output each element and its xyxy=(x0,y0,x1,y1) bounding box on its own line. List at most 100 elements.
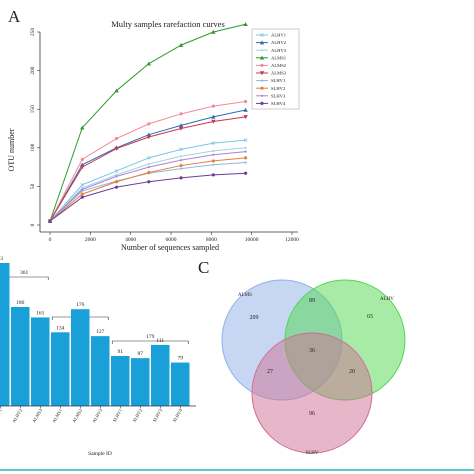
venn-diagram xyxy=(221,279,406,454)
bar-x-ticks: LHV1 ALHV2 ALMS3 ALMS1 ALMS2 ALHV3 SLHV1 SLHV2 S… xyxy=(0,406,183,424)
bar xyxy=(111,355,130,406)
line-point xyxy=(179,167,183,170)
line-point xyxy=(259,55,265,60)
line-point xyxy=(146,155,151,160)
legend-item: SLHV1 xyxy=(256,78,286,83)
legend-item: SLHV4 xyxy=(256,101,286,106)
y-tick-label: 250 xyxy=(30,28,36,37)
line-point xyxy=(260,79,264,82)
line-point xyxy=(114,169,119,173)
venn-count-all: 36 xyxy=(309,348,315,354)
legend-label: SLHV2 xyxy=(271,86,286,91)
group-bracket xyxy=(111,340,189,344)
line-point xyxy=(147,166,150,169)
venn-count-alms-alhv: 89 xyxy=(309,298,315,304)
y-tick-label: 200 xyxy=(30,66,36,75)
line-point xyxy=(80,157,84,161)
line-point xyxy=(211,173,215,177)
group-bracket xyxy=(0,276,49,280)
bar-tick-label: ALHV2 xyxy=(11,407,23,423)
line-point xyxy=(212,149,215,152)
line-point xyxy=(178,123,184,128)
venn-count-alhv-only: 65 xyxy=(367,314,373,320)
rarefaction-y-ticks: 0 50 100 150 200 250 xyxy=(30,28,40,226)
venn-count-alms-slhv: 27 xyxy=(267,369,273,375)
bar-tick-label: SLHV1 xyxy=(112,407,124,422)
line-point xyxy=(179,155,183,158)
bar-value-label: 180 xyxy=(16,300,25,306)
legend-label: SLHV4 xyxy=(271,101,286,106)
line-point xyxy=(114,146,119,151)
line-point xyxy=(244,150,247,153)
bar-tick-label: SLHV2 xyxy=(132,407,144,422)
legend-label: ALHV1 xyxy=(271,33,287,38)
line-point xyxy=(147,122,151,126)
rarefaction-title: Multy samples rarefaction curves xyxy=(111,19,225,29)
y-tick-label: 100 xyxy=(30,143,36,152)
bar-tick-label: SLHV4 xyxy=(172,407,184,422)
rarefaction-x-ticks: 0 2000 4000 6000 8000 10000 12000 xyxy=(49,232,299,243)
legend-item: ALHV3 xyxy=(256,48,287,53)
line-point xyxy=(115,173,118,176)
line-point xyxy=(178,126,184,131)
line-point xyxy=(48,219,52,223)
y-tick-label: 50 xyxy=(30,183,36,189)
bar-chart-bars: 53 180 161 134 176 127 91 87 111 79 xyxy=(0,256,190,406)
line-point xyxy=(179,147,183,152)
legend-item: ALMS1 xyxy=(256,55,287,60)
bar-tick-label: ALMS1 xyxy=(51,407,63,423)
bar xyxy=(91,336,110,406)
line-point xyxy=(146,135,152,140)
series-slhv3 xyxy=(48,150,247,223)
line-point xyxy=(179,112,183,116)
panel-label-a: A xyxy=(8,7,21,26)
line-point xyxy=(243,22,248,27)
legend-item: ALMS3 xyxy=(256,71,287,76)
venn-circle-slhv xyxy=(251,332,373,454)
bar-value-label: 127 xyxy=(96,329,105,335)
venn-count-alhv-slhv: 20 xyxy=(349,369,355,375)
y-tick-label: 150 xyxy=(30,105,36,114)
series-slhv4 xyxy=(48,171,248,223)
line-point xyxy=(259,71,265,76)
rarefaction-y-label: OTU number xyxy=(7,128,16,171)
line-point xyxy=(260,63,264,67)
bar xyxy=(151,344,170,406)
bar-tick-label: ALHV3 xyxy=(91,407,103,423)
line-point xyxy=(211,114,216,119)
legend-item: ALHV2 xyxy=(256,40,287,45)
line-point xyxy=(114,136,119,141)
line-point xyxy=(244,156,248,160)
line-point xyxy=(260,94,264,97)
bar xyxy=(51,332,70,406)
line-point xyxy=(80,182,85,187)
bar-value-label: 79 xyxy=(178,356,184,362)
bar xyxy=(131,358,150,406)
legend-label: ALMS3 xyxy=(271,71,287,76)
bar xyxy=(171,362,190,406)
line-point xyxy=(260,49,264,52)
bar xyxy=(11,307,30,406)
line-point xyxy=(211,159,215,163)
line-point xyxy=(244,146,247,149)
line-point xyxy=(211,104,215,108)
legend-label: ALMS1 xyxy=(271,55,287,60)
line-point xyxy=(244,161,247,164)
series-alms3 xyxy=(47,115,248,224)
legend-label: ALHV2 xyxy=(271,40,287,45)
venn-label-alhv: ALHV xyxy=(380,297,394,302)
line-point xyxy=(147,180,151,184)
line-point xyxy=(146,61,152,66)
line-point xyxy=(81,186,84,190)
bar-value-label: 91 xyxy=(118,349,124,355)
legend-item: ALHV1 xyxy=(256,33,287,38)
line-point xyxy=(244,99,248,104)
line-point xyxy=(114,180,119,184)
bar xyxy=(31,317,50,406)
bar-value-label: 134 xyxy=(56,325,65,331)
line-point xyxy=(260,101,264,105)
venn-label-slhv: SLHV xyxy=(305,451,318,456)
line-point xyxy=(212,163,215,166)
legend-label: SLHV1 xyxy=(271,78,286,83)
